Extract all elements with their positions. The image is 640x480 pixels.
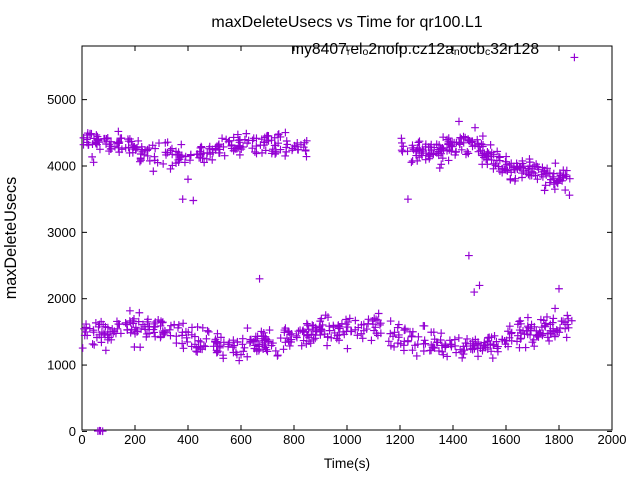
svg-text:4000: 4000 [47, 158, 76, 173]
svg-text:1400: 1400 [439, 432, 468, 447]
svg-text:1000: 1000 [47, 358, 76, 373]
svg-text:5000: 5000 [47, 92, 76, 107]
svg-text:800: 800 [283, 432, 305, 447]
svg-text:1200: 1200 [386, 432, 415, 447]
svg-text:1000: 1000 [333, 432, 362, 447]
svg-text:1600: 1600 [492, 432, 521, 447]
svg-text:2000: 2000 [47, 291, 76, 306]
svg-text:400: 400 [177, 432, 199, 447]
svg-text:200: 200 [124, 432, 146, 447]
svg-text:600: 600 [230, 432, 252, 447]
svg-text:3000: 3000 [47, 225, 76, 240]
svg-text:2000: 2000 [598, 432, 627, 447]
svg-text:0: 0 [78, 432, 85, 447]
svg-text:0: 0 [69, 424, 76, 439]
svg-text:1800: 1800 [545, 432, 574, 447]
